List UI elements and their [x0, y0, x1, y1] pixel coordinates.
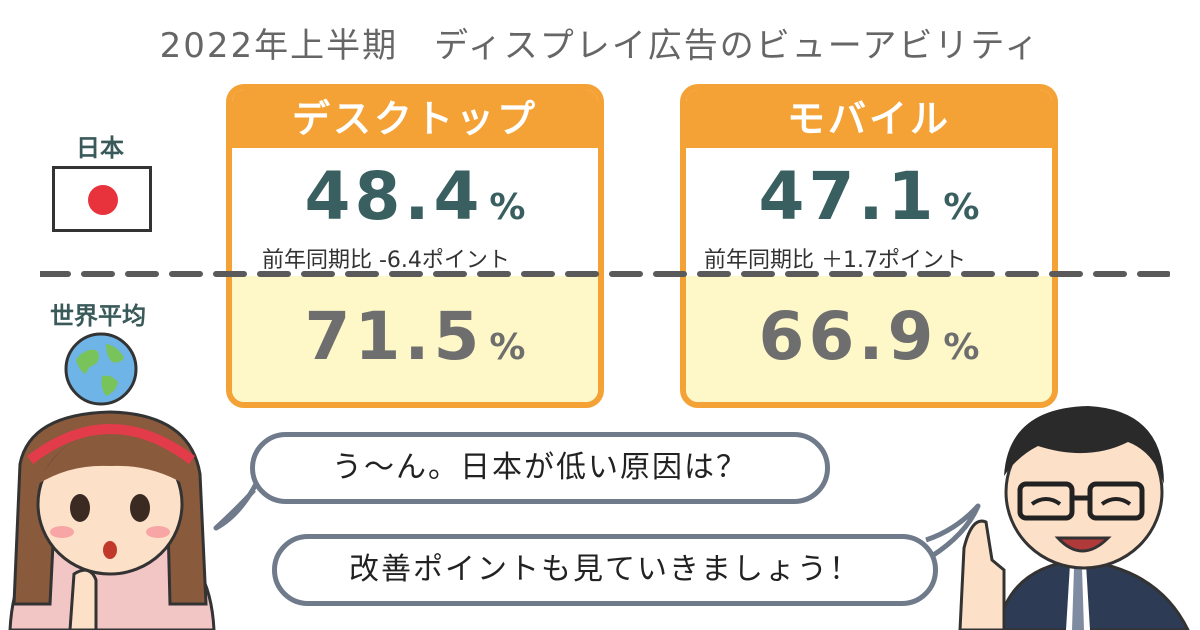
man-bubble-tail	[925, 503, 981, 559]
globe-icon	[64, 332, 138, 406]
man-speech-bubble: 改善ポイントも見ていきましょう！	[272, 534, 938, 606]
mobile-change: 前年同期比 ＋1.7ポイント	[704, 248, 966, 273]
divider-dashed	[40, 271, 1170, 277]
man-character	[958, 406, 1190, 630]
woman-bubble-tail	[213, 474, 263, 531]
japan-flag-icon	[52, 166, 152, 232]
region-label-world: 世界平均	[50, 302, 146, 330]
woman-speech-bubble: う～ん。日本が低い原因は？	[250, 432, 830, 504]
page-title: 2022年上半期 ディスプレイ広告のビューアビリティ	[159, 26, 1041, 66]
desktop-japan-value: 48.4%	[304, 158, 526, 235]
mobile-world-value: 66.9%	[758, 298, 980, 375]
desktop-world-value: 71.5%	[304, 298, 526, 375]
region-label-japan: 日本	[76, 134, 124, 162]
mobile-card: モバイル 47.1% 前年同期比 ＋1.7ポイント 66.9%	[680, 84, 1058, 408]
desktop-card: デスクトップ 48.4% 前年同期比 -6.4ポイント 71.5%	[226, 84, 604, 408]
mobile-card-title: モバイル	[686, 90, 1052, 148]
desktop-change: 前年同期比 -6.4ポイント	[262, 248, 510, 273]
mobile-japan-value: 47.1%	[758, 158, 980, 235]
woman-character	[8, 410, 216, 630]
desktop-card-title: デスクトップ	[232, 90, 598, 148]
